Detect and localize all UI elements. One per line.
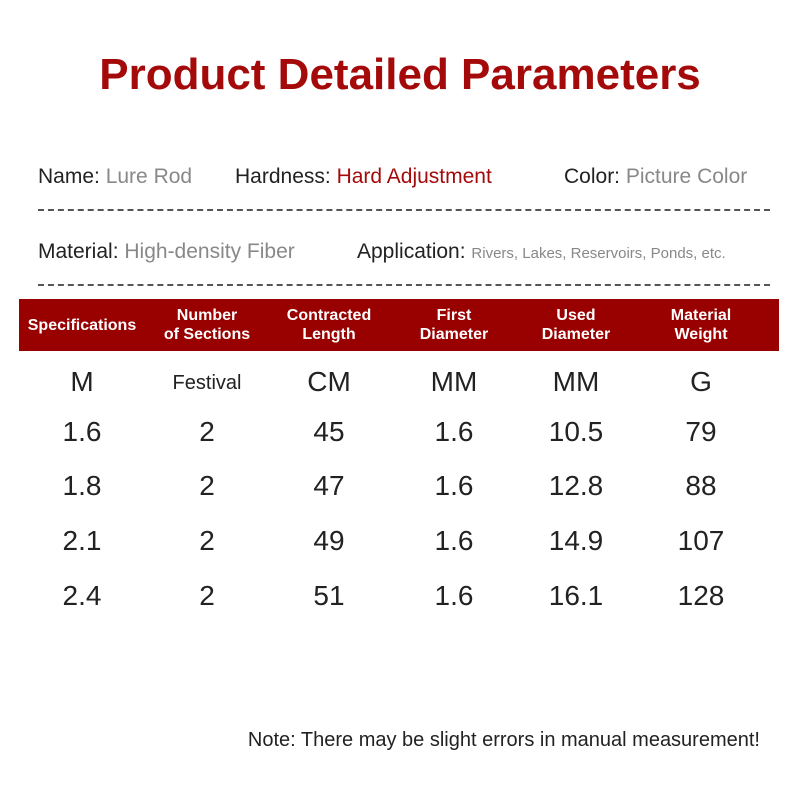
table-row: 2.1 2 49 1.6 14.9 107 bbox=[19, 525, 779, 557]
table-cell: 2 bbox=[199, 580, 215, 611]
hardness-value: Hard Adjustment bbox=[336, 165, 492, 188]
header-cell: Used Diameter bbox=[541, 307, 611, 343]
table-row: 2.4 2 51 1.6 16.1 128 bbox=[19, 580, 779, 612]
table-cell: Festival bbox=[172, 372, 242, 394]
table-cell: 2 bbox=[199, 470, 215, 501]
name-label: Name: bbox=[38, 165, 100, 188]
application-value: Rivers, Lakes, Reservoirs, Ponds, etc. bbox=[471, 245, 726, 262]
header-cell: Material Weight bbox=[670, 307, 732, 343]
table-cell: 16.1 bbox=[548, 580, 604, 611]
table-cell: G bbox=[690, 366, 712, 397]
color-value: Picture Color bbox=[625, 165, 748, 188]
table-cell: 88 bbox=[685, 470, 717, 501]
table-cell: CM bbox=[307, 366, 351, 397]
application-field: Application: Rivers, Lakes, Reservoirs, … bbox=[357, 240, 726, 264]
divider bbox=[38, 284, 770, 286]
color-label: Color: bbox=[564, 165, 621, 188]
table-row: 1.8 2 47 1.6 12.8 88 bbox=[19, 470, 779, 502]
table-cell: 128 bbox=[677, 580, 725, 611]
material-field: Material: High-density Fiber bbox=[38, 240, 295, 264]
table-cell: 49 bbox=[313, 525, 345, 556]
header-cell: Contracted Length bbox=[286, 307, 372, 343]
material-value: High-density Fiber bbox=[124, 240, 295, 263]
table-cell: 2.4 bbox=[62, 580, 102, 611]
header-cell: Specifications bbox=[27, 316, 137, 334]
hardness-field: Hardness: Hard Adjustment bbox=[235, 165, 492, 189]
hardness-label: Hardness: bbox=[235, 165, 331, 188]
header-cell: Number of Sections bbox=[163, 307, 251, 343]
table-cell: 2.1 bbox=[62, 525, 102, 556]
table-cell: 1.6 bbox=[62, 416, 102, 447]
table-cell: M bbox=[70, 366, 94, 397]
note: Note: There may be slight errors in manu… bbox=[247, 729, 760, 751]
page-title: Product Detailed Parameters bbox=[99, 50, 701, 99]
table-header: Specifications Number of Sections Contrac… bbox=[19, 299, 779, 351]
name-field: Name: Lure Rod bbox=[38, 165, 192, 189]
table-cell: MM bbox=[430, 366, 478, 397]
table-cell: 1.6 bbox=[434, 470, 474, 501]
table-cell: 45 bbox=[313, 416, 345, 447]
table-cell: 2 bbox=[199, 416, 215, 447]
table-cell: 14.9 bbox=[548, 525, 604, 556]
application-label: Application: bbox=[357, 240, 466, 263]
table-cell: 10.5 bbox=[548, 416, 604, 447]
table-cell: 1.6 bbox=[434, 416, 474, 447]
material-label: Material: bbox=[38, 240, 119, 263]
header-cell: First Diameter bbox=[419, 307, 489, 343]
table-cell: 1.6 bbox=[434, 525, 474, 556]
table-cell: MM bbox=[552, 366, 600, 397]
table-cell: 1.8 bbox=[62, 470, 102, 501]
name-value: Lure Rod bbox=[105, 165, 193, 188]
table-cell: 107 bbox=[677, 525, 725, 556]
table-cell: 12.8 bbox=[548, 470, 604, 501]
table-row: M Festival CM MM MM G bbox=[19, 366, 779, 398]
color-field: Color: Picture Color bbox=[564, 165, 747, 189]
table-cell: 51 bbox=[313, 580, 345, 611]
table-cell: 2 bbox=[199, 525, 215, 556]
table-cell: 79 bbox=[685, 416, 717, 447]
table-cell: 1.6 bbox=[434, 580, 474, 611]
divider bbox=[38, 209, 770, 211]
table-cell: 47 bbox=[313, 470, 345, 501]
table-row: 1.6 2 45 1.6 10.5 79 bbox=[19, 416, 779, 448]
